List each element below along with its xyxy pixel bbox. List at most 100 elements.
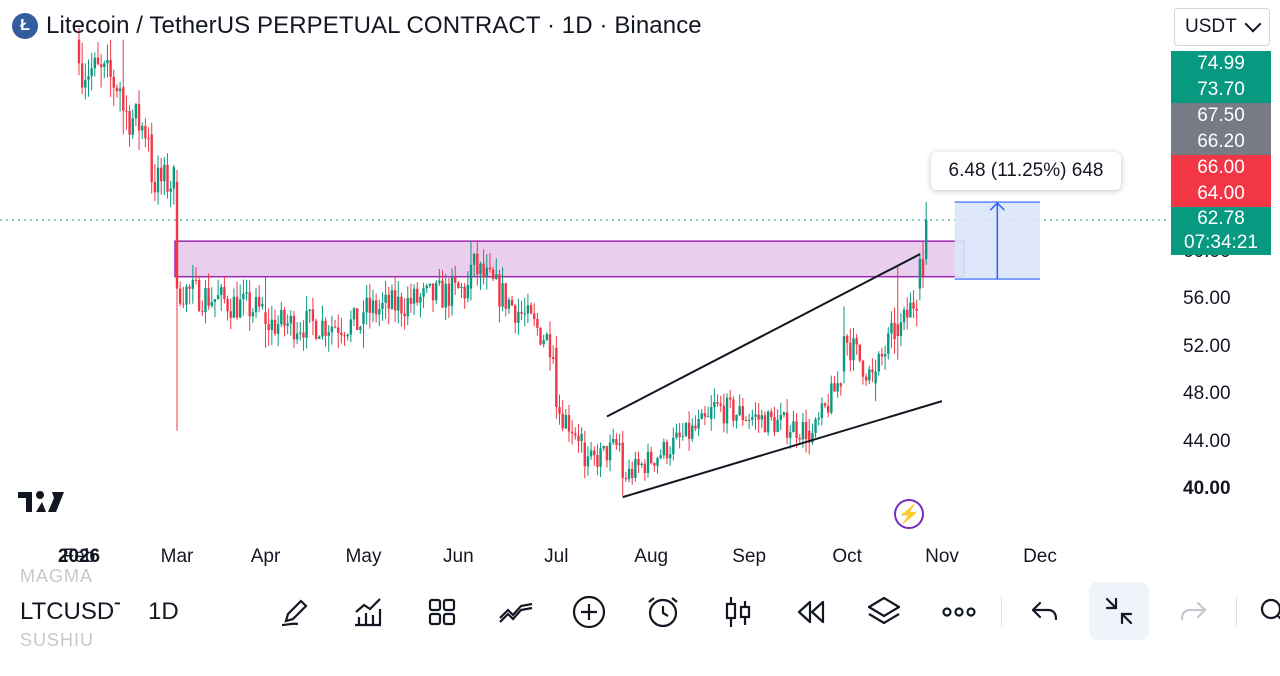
candle-body (833, 383, 836, 392)
candle-body (103, 63, 106, 68)
price-chart[interactable] (0, 0, 1280, 578)
undo-icon (1031, 601, 1058, 621)
undo-button[interactable] (1023, 590, 1067, 634)
candle-body (577, 435, 580, 442)
compare-button[interactable] (494, 590, 538, 634)
indicators-button[interactable] (346, 590, 390, 634)
candle-body (501, 283, 504, 307)
candle-body (653, 462, 656, 466)
candle-body (469, 264, 473, 289)
collapse-button[interactable] (1089, 582, 1149, 640)
candle-body (112, 76, 115, 88)
candle-body (381, 302, 384, 309)
price-level-label: 73.70 (1171, 77, 1271, 103)
lightning-icon[interactable]: ⚡ (894, 499, 924, 529)
candle-body (555, 347, 558, 408)
candle-body (902, 309, 906, 323)
time-tick-label: Aug (634, 546, 669, 567)
candle-body (371, 300, 375, 313)
more-button[interactable] (937, 590, 981, 634)
candle-body (697, 418, 700, 429)
candle-body (172, 167, 176, 189)
candle-body (586, 456, 590, 467)
candle-body (444, 283, 447, 308)
candle-body (747, 419, 751, 421)
candle-body (814, 419, 817, 434)
candle-body (659, 455, 662, 459)
last-price-label: 62.78 07:34:21 (1171, 207, 1271, 255)
candle-body (517, 311, 520, 323)
search-button[interactable] (1252, 590, 1280, 634)
redo-button[interactable] (1171, 590, 1215, 634)
add-button[interactable] (567, 590, 611, 634)
time-tick-label: May (345, 546, 382, 567)
time-tick-label: Jul (544, 546, 569, 567)
candle-body (820, 403, 824, 418)
candle-body (583, 442, 586, 467)
candle-body (766, 411, 770, 433)
symbol-button[interactable]: LTCUSDT (20, 598, 120, 625)
candle-body (229, 311, 232, 318)
candle-body (131, 118, 134, 135)
candle-body (681, 435, 684, 437)
layers-button[interactable] (862, 590, 906, 634)
candle-body (624, 478, 628, 480)
candle-body (602, 446, 605, 449)
price-tick-label: 44.00 (1183, 430, 1231, 452)
candle-body (115, 87, 119, 92)
candle-body (374, 300, 378, 315)
candle-body (570, 431, 574, 434)
candle-body (327, 332, 330, 336)
candle-body (514, 305, 517, 323)
more-icon (942, 607, 976, 617)
candle-body (292, 315, 296, 340)
candle-body (333, 326, 337, 328)
draw-pen-icon (281, 599, 308, 627)
candle-body (232, 296, 236, 318)
interval-button[interactable]: 1D (148, 598, 179, 625)
candle-body (510, 299, 514, 306)
layouts-grid-icon (428, 598, 456, 626)
currency-value: USDT (1185, 16, 1237, 37)
candle-body (811, 433, 814, 443)
candle-body (355, 308, 359, 331)
chevron-down-icon (1244, 15, 1262, 33)
currency-select[interactable]: USDT (1174, 8, 1270, 46)
candle-body (678, 432, 681, 437)
candle-body (921, 258, 925, 277)
candle-body (453, 277, 457, 283)
price-tick-label: 56.00 (1183, 288, 1231, 310)
layouts-button[interactable] (420, 590, 464, 634)
candle-body (551, 357, 555, 359)
candle-body (239, 299, 242, 318)
price-level-label: 66.20 (1171, 129, 1271, 155)
candle-body (725, 397, 729, 424)
candle-body (251, 312, 255, 317)
candle-body (77, 39, 81, 64)
search-icon (1260, 598, 1280, 620)
candle-body (542, 340, 545, 345)
candle-body (96, 57, 100, 65)
candle-body (403, 313, 406, 317)
candle-body (694, 425, 697, 429)
chart-type-button[interactable] (716, 590, 760, 634)
last-price-value: 62.78 (1197, 208, 1245, 229)
candle-body (662, 441, 666, 456)
candle-body (416, 288, 419, 303)
candle-body (526, 305, 530, 314)
toolbar-divider (1001, 596, 1002, 626)
replay-button[interactable] (789, 590, 833, 634)
candle-body (346, 334, 349, 337)
draw-pen-button[interactable] (273, 590, 317, 634)
candle-body (330, 326, 334, 333)
candle-body (343, 335, 346, 337)
candle-body (608, 442, 612, 461)
candle-body (880, 353, 884, 357)
candle-body (729, 397, 732, 400)
candle-body (204, 288, 207, 312)
candle-body (861, 360, 865, 377)
candle-body (770, 411, 773, 418)
candle-body (672, 437, 675, 455)
alert-button[interactable] (641, 590, 685, 634)
candle-body (286, 323, 289, 326)
